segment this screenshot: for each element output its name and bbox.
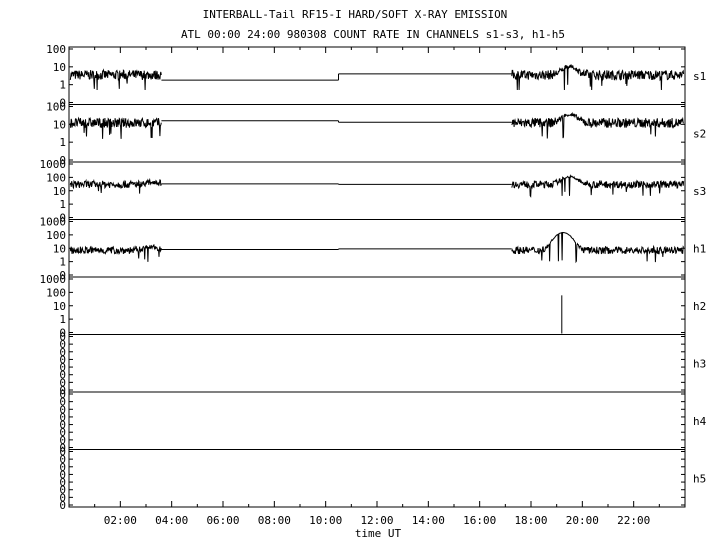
y-tick-label: 0 [59, 484, 66, 497]
y-tick-label: 0 [59, 388, 66, 401]
y-tick-label: 100 [46, 171, 66, 184]
y-tick-label: 0 [59, 154, 66, 167]
y-tick-label: 1000 [40, 158, 67, 171]
y-tick-label: 0 [59, 434, 66, 447]
series-trace-s3 [69, 177, 162, 194]
y-tick-label: 10 [53, 118, 66, 131]
y-tick-label: 0 [59, 461, 66, 474]
x-tick-label: 08:00 [258, 514, 291, 527]
x-tick-label: 12:00 [360, 514, 393, 527]
y-tick-label: 0 [59, 396, 66, 409]
x-tick-label: 06:00 [206, 514, 239, 527]
series-trace-s2 [511, 111, 684, 139]
x-tick-label: 16:00 [463, 514, 496, 527]
y-tick-label: 10 [53, 242, 66, 255]
y-tick-label: 0 [59, 468, 66, 481]
y-tick-label: 0 [59, 338, 66, 351]
channel-label: h2 [693, 300, 706, 313]
y-tick-label: 0 [59, 384, 66, 397]
panel-frame [68, 449, 686, 508]
series-trace-s2 [69, 116, 162, 139]
x-tick-label: 18:00 [514, 514, 547, 527]
x-tick-label: 02:00 [104, 514, 137, 527]
chart-subtitle: ATL 00:00 24:00 980308 COUNT RATE IN CHA… [181, 28, 565, 41]
y-tick-label: 0 [59, 491, 66, 504]
y-tick-label: 100 [46, 43, 66, 56]
y-tick-label: 0 [59, 403, 66, 416]
channel-label: s1 [693, 70, 706, 83]
y-tick-label: 0 [59, 442, 66, 455]
series-trace-h1 [511, 231, 685, 264]
y-tick-label: 0 [59, 97, 66, 110]
y-tick-label: 100 [46, 101, 66, 114]
channel-label: h5 [693, 472, 706, 485]
y-tick-label: 0 [59, 212, 66, 225]
y-tick-label: 0 [59, 411, 66, 424]
channel-label: s3 [693, 185, 706, 198]
y-tick-label: 0 [59, 476, 66, 489]
panel-frame [68, 334, 686, 393]
y-tick-label: 10 [53, 300, 66, 313]
y-tick-label: 0 [59, 327, 66, 340]
y-tick-label: 0 [59, 331, 66, 344]
channel-label: s2 [693, 127, 706, 140]
series-trace-h1 [69, 243, 162, 262]
x-axis: 02:00 04:00 06:00 08:00 10:00 12:00 14:00 16:00… [68, 47, 686, 527]
y-tick-label: 100 [46, 286, 66, 299]
y-tick-label: 1 [59, 198, 66, 211]
y-tick-label: 1 [59, 256, 66, 269]
x-tick-label: 20:00 [566, 514, 599, 527]
chart-title: INTERBALL-Tail RF15-I HARD/SOFT X-RAY EM… [203, 8, 508, 21]
channel-label: h4 [693, 415, 707, 428]
series-trace-s3 [511, 174, 685, 198]
y-tick-label: 0 [59, 426, 66, 439]
x-axis-label: time UT [355, 527, 402, 540]
x-tick-label: 22:00 [617, 514, 650, 527]
y-tick-label: 1000 [40, 273, 67, 286]
y-tick-label: 1 [59, 136, 66, 149]
panel-stack: 1001010s11001010s210001001010s3100010010… [40, 43, 707, 512]
y-tick-label: 0 [59, 353, 66, 366]
y-tick-label: 0 [59, 499, 66, 512]
panel-frame [68, 276, 686, 335]
x-tick-label: 10:00 [309, 514, 342, 527]
y-tick-label: 0 [59, 269, 66, 282]
panel-frame [68, 391, 686, 450]
y-tick-label: 1 [59, 79, 66, 92]
series-trace-s1 [69, 68, 162, 91]
y-tick-label: 0 [59, 346, 66, 359]
panel-frame [68, 161, 686, 220]
series-trace-s1 [511, 64, 685, 91]
panel-frame [68, 104, 686, 163]
y-tick-label: 10 [53, 61, 66, 74]
y-tick-label: 10 [53, 185, 66, 198]
x-tick-label: 04:00 [155, 514, 188, 527]
y-tick-label: 100 [46, 229, 66, 242]
y-tick-label: 0 [59, 453, 66, 466]
y-tick-label: 0 [59, 419, 66, 432]
panel-frame [68, 46, 686, 105]
y-tick-label: 1000 [40, 216, 67, 229]
channel-label: h1 [693, 242, 706, 255]
y-tick-label: 0 [59, 376, 66, 389]
y-tick-label: 0 [59, 361, 66, 374]
x-tick-label: 14:00 [412, 514, 445, 527]
y-tick-label: 1 [59, 313, 66, 326]
y-tick-label: 0 [59, 369, 66, 382]
y-tick-label: 0 [59, 446, 66, 459]
channel-label: h3 [693, 357, 706, 370]
